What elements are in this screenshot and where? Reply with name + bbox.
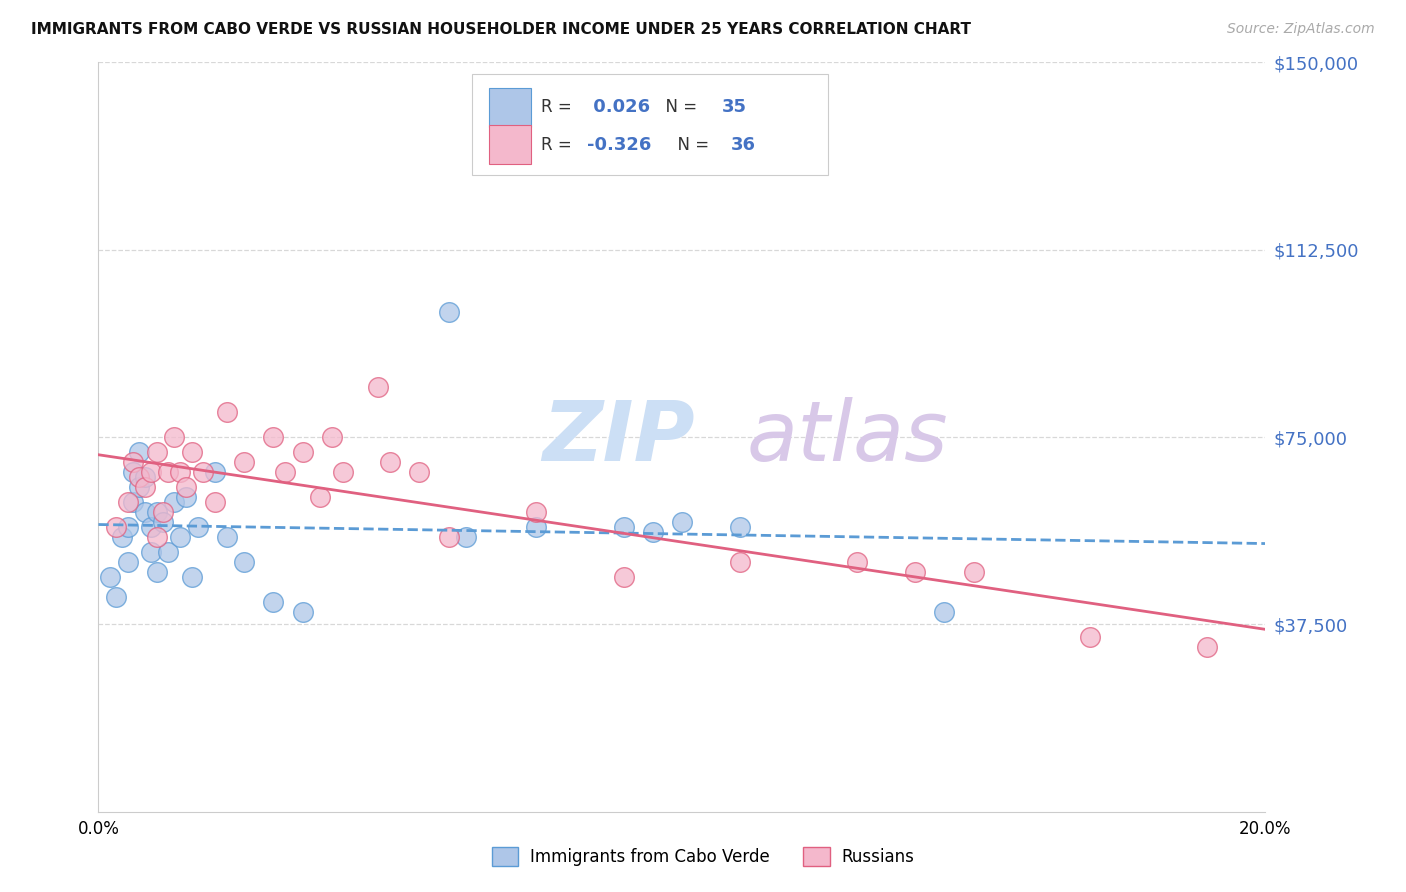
Point (128, 445, 150, 459)
Point (174, 490, 197, 504)
Point (612, 520, 634, 534)
Point (204, 495, 226, 509)
Point (122, 455, 145, 469)
Point (187, 520, 209, 534)
Point (122, 495, 145, 509)
Text: Source: ZipAtlas.com: Source: ZipAtlas.com (1227, 22, 1375, 37)
Point (146, 530, 169, 544)
Point (454, 530, 477, 544)
Point (180, 570, 202, 584)
Point (730, 520, 752, 534)
Point (117, 495, 139, 509)
Point (111, 530, 134, 544)
Point (104, 520, 127, 534)
Text: 35: 35 (721, 98, 747, 116)
Point (134, 480, 156, 494)
Point (367, 380, 389, 394)
Point (380, 455, 402, 469)
Point (134, 505, 156, 519)
Point (157, 545, 180, 559)
Point (122, 465, 145, 479)
Point (962, 565, 984, 579)
Point (139, 465, 162, 479)
Point (274, 465, 297, 479)
FancyBboxPatch shape (472, 74, 828, 175)
Point (98, 570, 121, 584)
Point (146, 445, 169, 459)
Text: ZIP: ZIP (541, 397, 695, 477)
Point (163, 430, 186, 444)
Point (437, 530, 460, 544)
Point (671, 515, 693, 529)
Point (215, 405, 238, 419)
Point (146, 565, 169, 579)
Point (117, 555, 139, 569)
Point (846, 555, 869, 569)
Point (934, 605, 956, 619)
Point (174, 480, 197, 494)
Point (524, 505, 547, 519)
Point (309, 490, 332, 504)
Point (262, 595, 284, 609)
FancyBboxPatch shape (489, 88, 531, 127)
Text: -0.326: -0.326 (588, 136, 652, 153)
Point (233, 455, 256, 469)
Point (139, 545, 162, 559)
Point (524, 520, 547, 534)
Point (169, 530, 191, 544)
Text: N =: N = (655, 98, 703, 116)
Point (904, 565, 927, 579)
Point (730, 555, 752, 569)
Point (215, 530, 238, 544)
Point (169, 465, 191, 479)
Point (134, 470, 156, 484)
Point (146, 505, 169, 519)
Point (157, 465, 180, 479)
Point (321, 430, 343, 444)
Point (180, 445, 202, 459)
Point (152, 505, 174, 519)
Point (408, 465, 430, 479)
Text: atlas: atlas (747, 397, 948, 477)
Point (193, 465, 215, 479)
Point (104, 590, 127, 604)
Point (437, 305, 460, 319)
Point (641, 524, 664, 539)
Point (128, 480, 150, 494)
Text: R =: R = (541, 98, 576, 116)
Point (117, 520, 139, 534)
Legend: Immigrants from Cabo Verde, Russians: Immigrants from Cabo Verde, Russians (485, 840, 921, 873)
Point (291, 605, 314, 619)
Point (128, 470, 150, 484)
Point (291, 445, 314, 459)
Point (1195, 640, 1218, 654)
Point (152, 515, 174, 529)
Text: R =: R = (541, 136, 576, 153)
Point (233, 555, 256, 569)
FancyBboxPatch shape (489, 126, 531, 164)
Text: N =: N = (666, 136, 714, 153)
Point (332, 465, 354, 479)
Point (139, 520, 162, 534)
Text: 0.026: 0.026 (588, 98, 651, 116)
Text: 36: 36 (731, 136, 756, 153)
Point (612, 570, 634, 584)
Text: IMMIGRANTS FROM CABO VERDE VS RUSSIAN HOUSEHOLDER INCOME UNDER 25 YEARS CORRELAT: IMMIGRANTS FROM CABO VERDE VS RUSSIAN HO… (31, 22, 972, 37)
Point (204, 465, 226, 479)
Point (262, 430, 284, 444)
Point (1080, 630, 1102, 644)
Point (163, 495, 186, 509)
